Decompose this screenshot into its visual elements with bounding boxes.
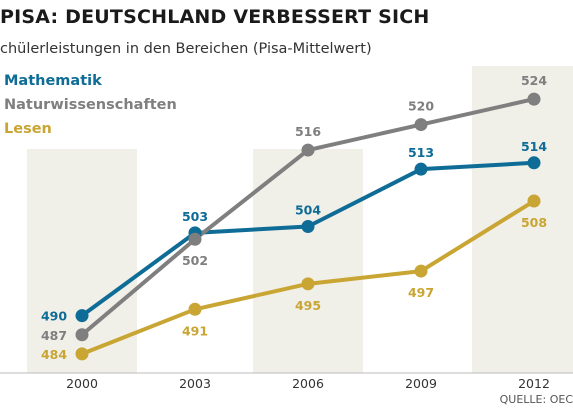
point-mathematik-2000: [75, 309, 89, 323]
data-label-mathematik-2012: 514: [521, 139, 547, 154]
x-tick-labels: 2000 2003 2006 2009 2012: [66, 376, 550, 391]
data-label-mathematik-2009: 513: [408, 145, 434, 160]
point-mathematik-2009: [414, 162, 428, 176]
point-lesen-2009: [414, 264, 428, 278]
data-label-naturwissenschaften-2009: 520: [408, 99, 434, 114]
data-label-lesen-2012: 508: [521, 215, 547, 230]
point-naturwissenschaften-2000: [75, 328, 89, 342]
x-tick-2006: 2006: [292, 376, 324, 391]
data-label-lesen-2003: 491: [182, 323, 208, 338]
legend-item-naturwissenschaften: Naturwissenschaften: [4, 97, 177, 113]
data-label-naturwissenschaften-2006: 516: [295, 124, 321, 139]
x-tick-2012: 2012: [518, 376, 550, 391]
data-label-lesen-2009: 497: [408, 285, 434, 300]
data-points: [75, 92, 541, 361]
x-tick-2003: 2003: [179, 376, 211, 391]
point-lesen-2006: [301, 277, 315, 291]
data-label-mathematik-2006: 504: [295, 203, 321, 218]
chart-title: PISA: DEUTSCHLAND VERBESSERT SICH: [0, 6, 430, 28]
point-naturwissenschaften-2003: [188, 232, 202, 246]
point-naturwissenschaften-2009: [414, 118, 428, 132]
legend-item-lesen: Lesen: [4, 121, 52, 137]
data-label-naturwissenschaften-2000: 487: [41, 328, 67, 343]
point-naturwissenschaften-2012: [527, 92, 541, 106]
legend-item-mathematik: Mathematik: [4, 73, 102, 89]
data-label-naturwissenschaften-2012: 524: [521, 73, 547, 88]
band-2006: [253, 149, 363, 373]
x-tick-2000: 2000: [66, 376, 98, 391]
x-tick-2009: 2009: [405, 376, 437, 391]
data-label-lesen-2000: 484: [41, 347, 67, 362]
data-label-lesen-2006: 495: [295, 298, 321, 313]
data-labels: 490 503 504 513 514 487 502 516 520 524 484 491 495 4…: [41, 73, 547, 362]
point-mathematik-2006: [301, 220, 315, 233]
source-note: QUELLE: OEC: [499, 393, 573, 406]
background-bands: [27, 66, 573, 373]
legend: Mathematik Naturwissenschaften Lesen: [4, 69, 177, 141]
point-mathematik-2012: [527, 156, 541, 170]
data-label-mathematik-2000: 490: [41, 309, 67, 324]
chart-subtitle: chülerleistungen in den Bereichen (Pisa-…: [0, 41, 372, 57]
point-naturwissenschaften-2006: [301, 143, 315, 157]
point-lesen-2003: [188, 302, 202, 316]
point-lesen-2000: [75, 347, 89, 361]
data-label-mathematik-2003: 503: [182, 209, 208, 224]
data-label-naturwissenschaften-2003: 502: [182, 253, 208, 268]
point-lesen-2012: [527, 194, 541, 208]
band-2012: [472, 66, 573, 373]
